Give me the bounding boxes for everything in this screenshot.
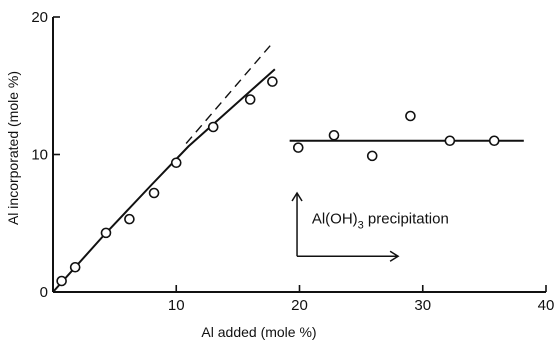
data-point [100,227,112,239]
x-tick-label: 10 [168,297,185,314]
data-point [124,213,135,225]
data-point [148,187,160,199]
data-point [328,129,340,141]
data-point [292,142,304,153]
y-axis-title: Al incorporated (mole %) [5,71,21,225]
dashed-trend-line [185,44,272,144]
data-point [444,135,456,147]
fit-curve [52,68,276,293]
data-point [207,121,219,133]
y-tick-label: 10 [31,147,48,164]
data-point [488,135,500,147]
y-tick-label: 0 [40,284,48,301]
y-tick-label: 20 [31,9,48,26]
data-point [405,110,416,122]
data-point [56,275,67,287]
up-arrow-head [291,191,303,202]
x-tick-label: 40 [538,297,555,314]
axes [52,17,546,293]
data-point [244,94,256,105]
x-tick-label: 20 [291,297,308,314]
data-point [69,261,81,273]
curves [52,44,524,293]
right-arrow-head [389,250,400,262]
ticks: 10 20 30 40 0 10 20 [31,9,554,314]
x-axis-title: Al added (mole %) [201,324,316,340]
data-point [267,76,278,87]
annotation: Al(OH)3 precipitation [291,191,449,262]
precipitation-label: Al(OH)3 precipitation [312,210,449,231]
data-point [366,150,378,162]
data-points [56,76,500,287]
data-point [170,157,182,169]
x-tick-label: 30 [414,297,431,314]
